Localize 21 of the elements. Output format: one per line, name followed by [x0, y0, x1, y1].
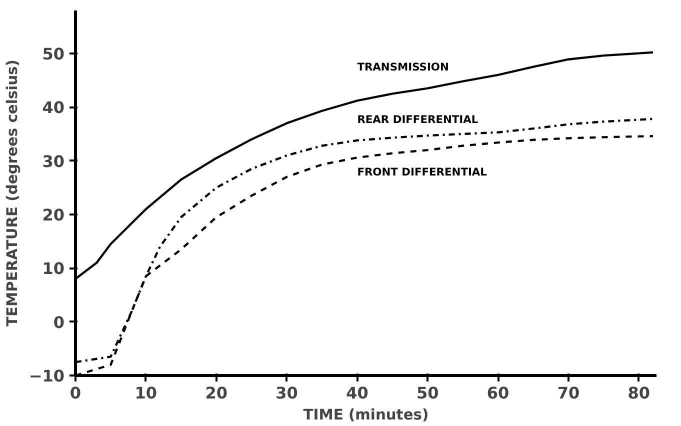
x-tick-label: 0 — [70, 384, 82, 402]
y-tick-label: −10 — [28, 366, 64, 386]
x-tick-label: 10 — [134, 384, 158, 402]
x-tick-label: 70 — [557, 384, 580, 402]
x-tick-label: 40 — [346, 384, 368, 402]
y-tick-label: 50 — [42, 44, 64, 64]
y-tick-label: 20 — [42, 205, 64, 224]
y-axis-title: TEMPERATURE (degrees celsius) — [4, 60, 21, 326]
x-tick-label: 20 — [205, 384, 228, 402]
x-tick-label: 30 — [276, 384, 298, 402]
y-tick-label: 40 — [42, 98, 64, 118]
series-label: REAR DIFFERENTIAL — [357, 112, 478, 126]
x-tick-label: 80 — [628, 384, 650, 402]
x-axis-title: TIME (minutes) — [303, 406, 429, 424]
y-tick-label: 30 — [42, 152, 64, 171]
series-label: FRONT DIFFERENTIAL — [357, 166, 488, 179]
series-label: TRANSMISSION — [357, 60, 449, 74]
y-tick-label: 0 — [53, 312, 65, 332]
x-tick-label: 50 — [416, 384, 439, 402]
x-tick-label: 60 — [486, 384, 510, 402]
y-tick-label: 10 — [42, 259, 64, 278]
